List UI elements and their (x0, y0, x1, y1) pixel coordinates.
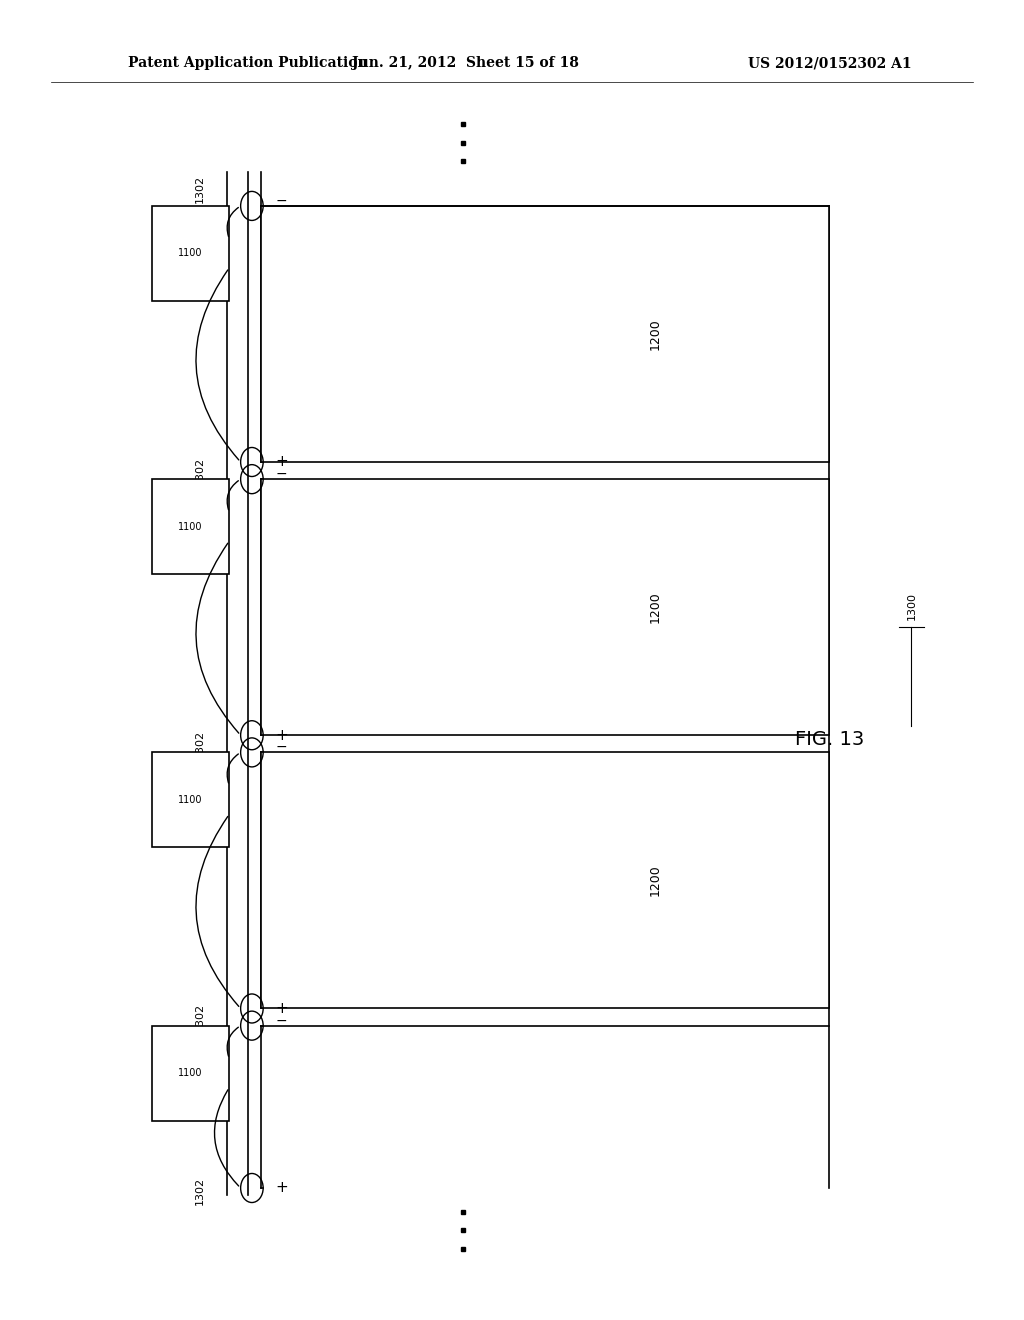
Text: 1302: 1302 (195, 1003, 205, 1031)
Bar (261, 206, 829, 462)
Text: −: − (275, 1014, 287, 1027)
Text: −: − (275, 741, 287, 754)
Text: 1100: 1100 (178, 521, 203, 532)
Bar (152, 479, 229, 574)
Text: +: + (275, 1001, 288, 1016)
Text: +: + (275, 727, 288, 743)
Bar (261, 479, 829, 735)
Text: −: − (275, 467, 287, 480)
Text: +: + (275, 1180, 288, 1196)
Text: Patent Application Publication: Patent Application Publication (128, 57, 368, 70)
Text: 1302: 1302 (195, 174, 205, 203)
Text: +: + (275, 454, 288, 470)
Bar (152, 752, 229, 847)
Bar (152, 206, 229, 301)
Bar (152, 1026, 229, 1121)
Text: 1200: 1200 (649, 591, 662, 623)
Text: 1200: 1200 (649, 865, 662, 896)
Text: −: − (275, 194, 287, 207)
Text: 1302: 1302 (195, 730, 205, 758)
Text: 1100: 1100 (178, 1068, 203, 1078)
Text: FIG. 13: FIG. 13 (795, 730, 864, 748)
Text: Jun. 21, 2012  Sheet 15 of 18: Jun. 21, 2012 Sheet 15 of 18 (352, 57, 580, 70)
Text: 1302: 1302 (195, 1177, 205, 1205)
Text: 1300: 1300 (906, 593, 916, 620)
Bar (261, 752, 829, 1008)
Text: 1302: 1302 (195, 457, 205, 484)
Text: 1200: 1200 (649, 318, 662, 350)
Text: 1100: 1100 (178, 795, 203, 805)
Text: US 2012/0152302 A1: US 2012/0152302 A1 (748, 57, 911, 70)
Text: 1100: 1100 (178, 248, 203, 259)
